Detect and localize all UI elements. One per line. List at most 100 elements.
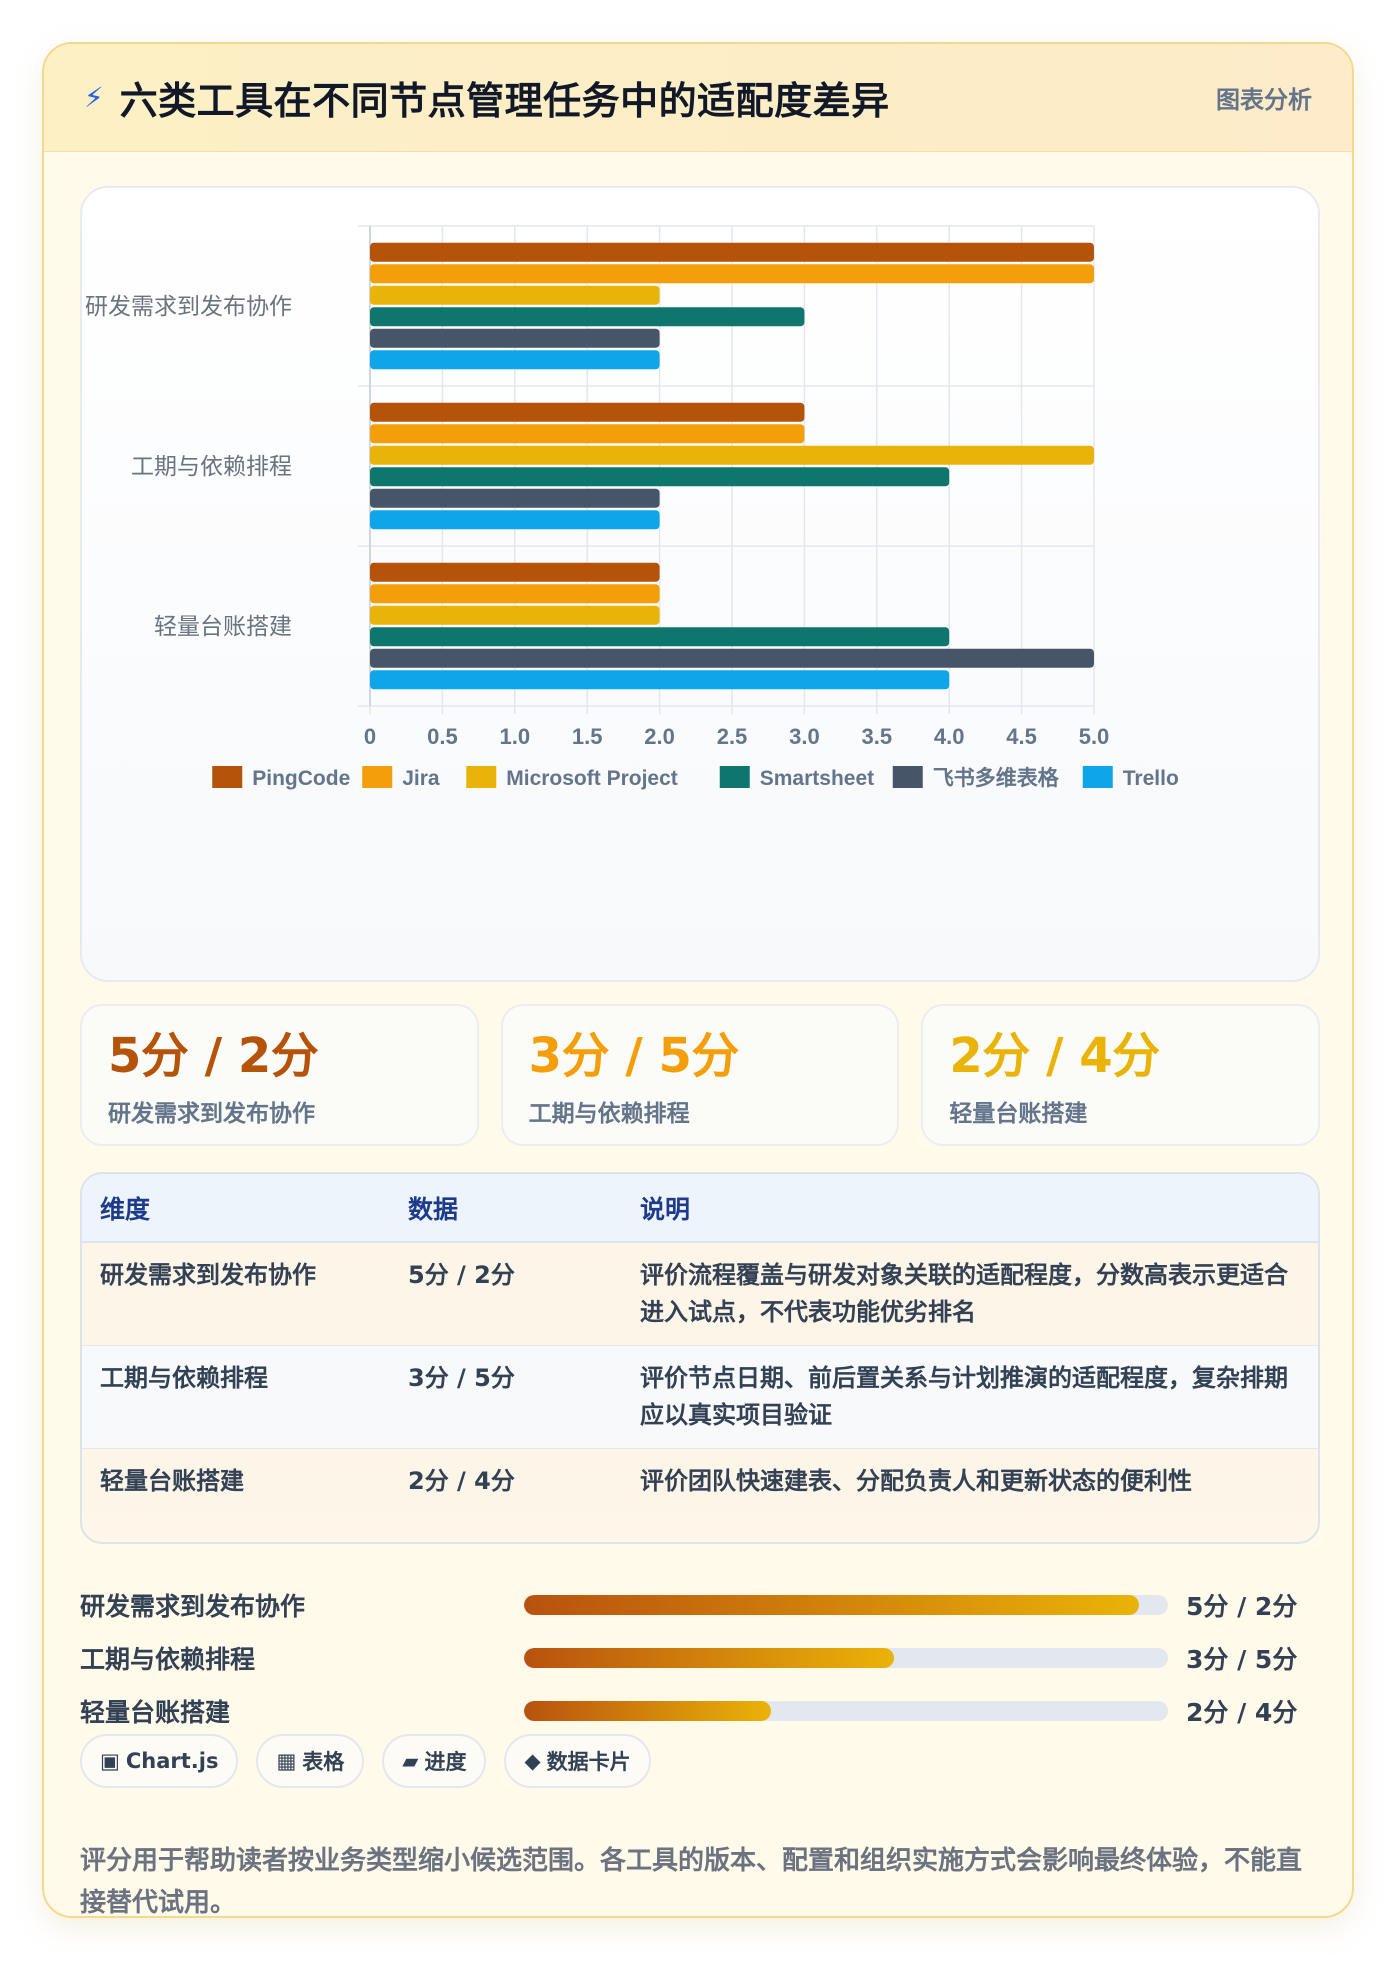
table-cell: 评价节点日期、前后置关系与计划推演的适配程度，复杂排期应以真实项目验证 xyxy=(622,1345,1318,1449)
stat-label: 轻量台账搭建 xyxy=(949,1101,1088,1127)
table-header-description: 说明 xyxy=(622,1174,1318,1243)
bar xyxy=(370,467,950,487)
legend-label: Trello xyxy=(1123,767,1179,790)
chart-panel: 研发需求到发布协作工期与依赖排程轻量台账搭建 0 0.5 1.0 1.5 2.0 2.5 3.… xyxy=(80,186,1320,982)
x-tick-label: 1.5 xyxy=(572,724,603,749)
table-row: 工期与依赖排程 3分 / 5分 评价节点日期、前后置关系与计划推演的适配程度，复… xyxy=(82,1345,1318,1449)
card-header: ⚡ 六类工具在不同节点管理任务中的适配度差异 图表分析 xyxy=(44,44,1352,152)
category-label: 工期与依赖排程 xyxy=(131,454,292,480)
bolt-icon: ⚡ xyxy=(84,81,104,114)
progress-row: 轻量台账搭建 2分 / 4分 xyxy=(80,1684,1320,1737)
x-tick-label: 1.0 xyxy=(500,724,531,749)
footnote: 评分用于帮助读者按业务类型缩小候选范围。各工具的版本、配置和组织实施方式会影响最… xyxy=(80,1846,1303,1918)
progress-icon: ▰ xyxy=(402,1749,419,1773)
table-cell: 5分 / 2分 xyxy=(390,1241,622,1346)
stat-card: 3分 / 5分 工期与依赖排程 xyxy=(500,1004,900,1146)
legend-swatch xyxy=(892,766,923,788)
stat-card: 5分 / 2分 研发需求到发布协作 xyxy=(80,1004,479,1146)
progress-track xyxy=(524,1647,1168,1668)
stat-cards: 5分 / 2分 研发需求到发布协作 3分 / 5分 工期与依赖排程 2分 / 4… xyxy=(80,1004,1321,1146)
bar xyxy=(370,402,805,422)
table-cell: 研发需求到发布协作 xyxy=(82,1241,390,1346)
table-row: 轻量台账搭建 2分 / 4分 评价团队快速建表、分配负责人和更新状态的便利性 xyxy=(82,1448,1318,1514)
bar xyxy=(370,584,660,604)
x-tick-label: 3.5 xyxy=(862,724,893,749)
chart-card: ⚡ 六类工具在不同节点管理任务中的适配度差异 图表分析 研发需求到发布协作 工期与… xyxy=(42,42,1354,1918)
x-tick-label: 4.5 xyxy=(1006,724,1037,749)
bar xyxy=(370,242,1094,262)
progress-fill xyxy=(524,1700,771,1721)
table-cell: 轻量台账搭建 xyxy=(82,1448,390,1514)
feature-chips: ▣ Chart.js ▦ 表格 ▰ 进度 ◆ 数据卡片 xyxy=(80,1734,651,1788)
chip-progress[interactable]: ▰ 进度 xyxy=(382,1734,487,1788)
category-label: 轻量台账搭建 xyxy=(154,614,292,640)
table-icon: ▦ xyxy=(276,1749,297,1773)
diamond-icon: ◆ xyxy=(524,1749,541,1773)
x-tick-label: 3.0 xyxy=(789,724,820,749)
x-tick-label: 5.0 xyxy=(1079,724,1110,749)
progress-row: 工期与依赖排程 3分 / 5分 xyxy=(80,1631,1320,1684)
bar xyxy=(370,562,660,582)
progress-track xyxy=(524,1700,1168,1721)
data-table: 维度 数据 说明 研发需求到发布协作 5分 / 2分 评价流程覆盖与研发对象关联… xyxy=(80,1172,1320,1544)
progress-row: 研发需求到发布协作 5分 / 2分 xyxy=(80,1578,1320,1631)
stat-label: 研发需求到发布协作 xyxy=(108,1101,315,1127)
table-cell: 评价流程覆盖与研发对象关联的适配程度，分数高表示更适合进入试点，不代表功能优劣排… xyxy=(622,1241,1318,1346)
chip-label: Chart.js xyxy=(125,1749,219,1773)
x-tick-label: 0 xyxy=(364,724,376,749)
bar xyxy=(370,488,660,508)
progress-value: 5分 / 2分 xyxy=(1186,1591,1298,1621)
x-tick-label: 2.5 xyxy=(717,724,748,749)
chip-label: 进度 xyxy=(424,1750,467,1774)
bar xyxy=(370,328,660,348)
legend-swatch xyxy=(362,766,393,788)
bar xyxy=(370,307,805,327)
legend-label: Jira xyxy=(402,767,440,790)
table-row: 研发需求到发布协作 5分 / 2分 评价流程覆盖与研发对象关联的适配程度，分数高… xyxy=(82,1241,1318,1346)
table-cell: 工期与依赖排程 xyxy=(82,1345,390,1449)
table-cell: 3分 / 5分 xyxy=(390,1345,622,1449)
category-label: 研发需求到发布协作 xyxy=(85,294,292,320)
bar xyxy=(370,670,950,690)
table-header-row: 维度 数据 说明 xyxy=(82,1174,1318,1243)
progress-value: 2分 / 4分 xyxy=(1186,1697,1298,1727)
chip-label: 数据卡片 xyxy=(546,1750,631,1774)
stat-card: 2分 / 4分 轻量台账搭建 xyxy=(921,1004,1321,1146)
table-cell: 评价团队快速建表、分配负责人和更新状态的便利性 xyxy=(622,1448,1318,1514)
chart-analysis-tag: 图表分析 xyxy=(1216,86,1312,114)
chip-table[interactable]: ▦ 表格 xyxy=(256,1734,365,1788)
table-header-dimension: 维度 xyxy=(82,1174,390,1243)
stat-value: 5分 / 2分 xyxy=(108,1028,319,1084)
progress-fill xyxy=(524,1647,895,1668)
table-header-data: 数据 xyxy=(390,1174,622,1243)
progress-label: 工期与依赖排程 xyxy=(80,1644,256,1674)
progress-label: 研发需求到发布协作 xyxy=(80,1591,306,1621)
bar xyxy=(370,648,1094,668)
bar xyxy=(370,350,660,370)
bar xyxy=(370,424,805,444)
progress-list: 研发需求到发布协作 5分 / 2分 工期与依赖排程 3分 / 5分 轻量台账搭建… xyxy=(80,1578,1320,1737)
legend-swatch xyxy=(466,766,497,788)
bar xyxy=(370,285,660,305)
progress-track xyxy=(524,1594,1168,1615)
chip-data-card[interactable]: ◆ 数据卡片 xyxy=(504,1734,651,1788)
x-tick-label: 2.0 xyxy=(644,724,675,749)
page-title: 六类工具在不同节点管理任务中的适配度差异 xyxy=(119,79,890,123)
chip-chartjs[interactable]: ▣ Chart.js xyxy=(80,1734,239,1788)
bar xyxy=(370,264,1094,284)
bar xyxy=(370,605,660,625)
table-cell: 2分 / 4分 xyxy=(390,1448,622,1514)
bar xyxy=(370,627,950,647)
bar xyxy=(370,445,1094,465)
stat-value: 2分 / 4分 xyxy=(949,1028,1160,1084)
legend-label: PingCode xyxy=(252,767,350,790)
stat-value: 3分 / 5分 xyxy=(528,1028,740,1084)
chip-label: 表格 xyxy=(302,1750,345,1774)
bar xyxy=(370,510,660,530)
progress-value: 3分 / 5分 xyxy=(1186,1644,1298,1674)
legend-label: 飞书多维表格 xyxy=(933,766,1060,790)
x-tick-label: 0.5 xyxy=(427,724,458,749)
progress-fill xyxy=(524,1594,1140,1615)
legend-swatch xyxy=(212,766,243,788)
